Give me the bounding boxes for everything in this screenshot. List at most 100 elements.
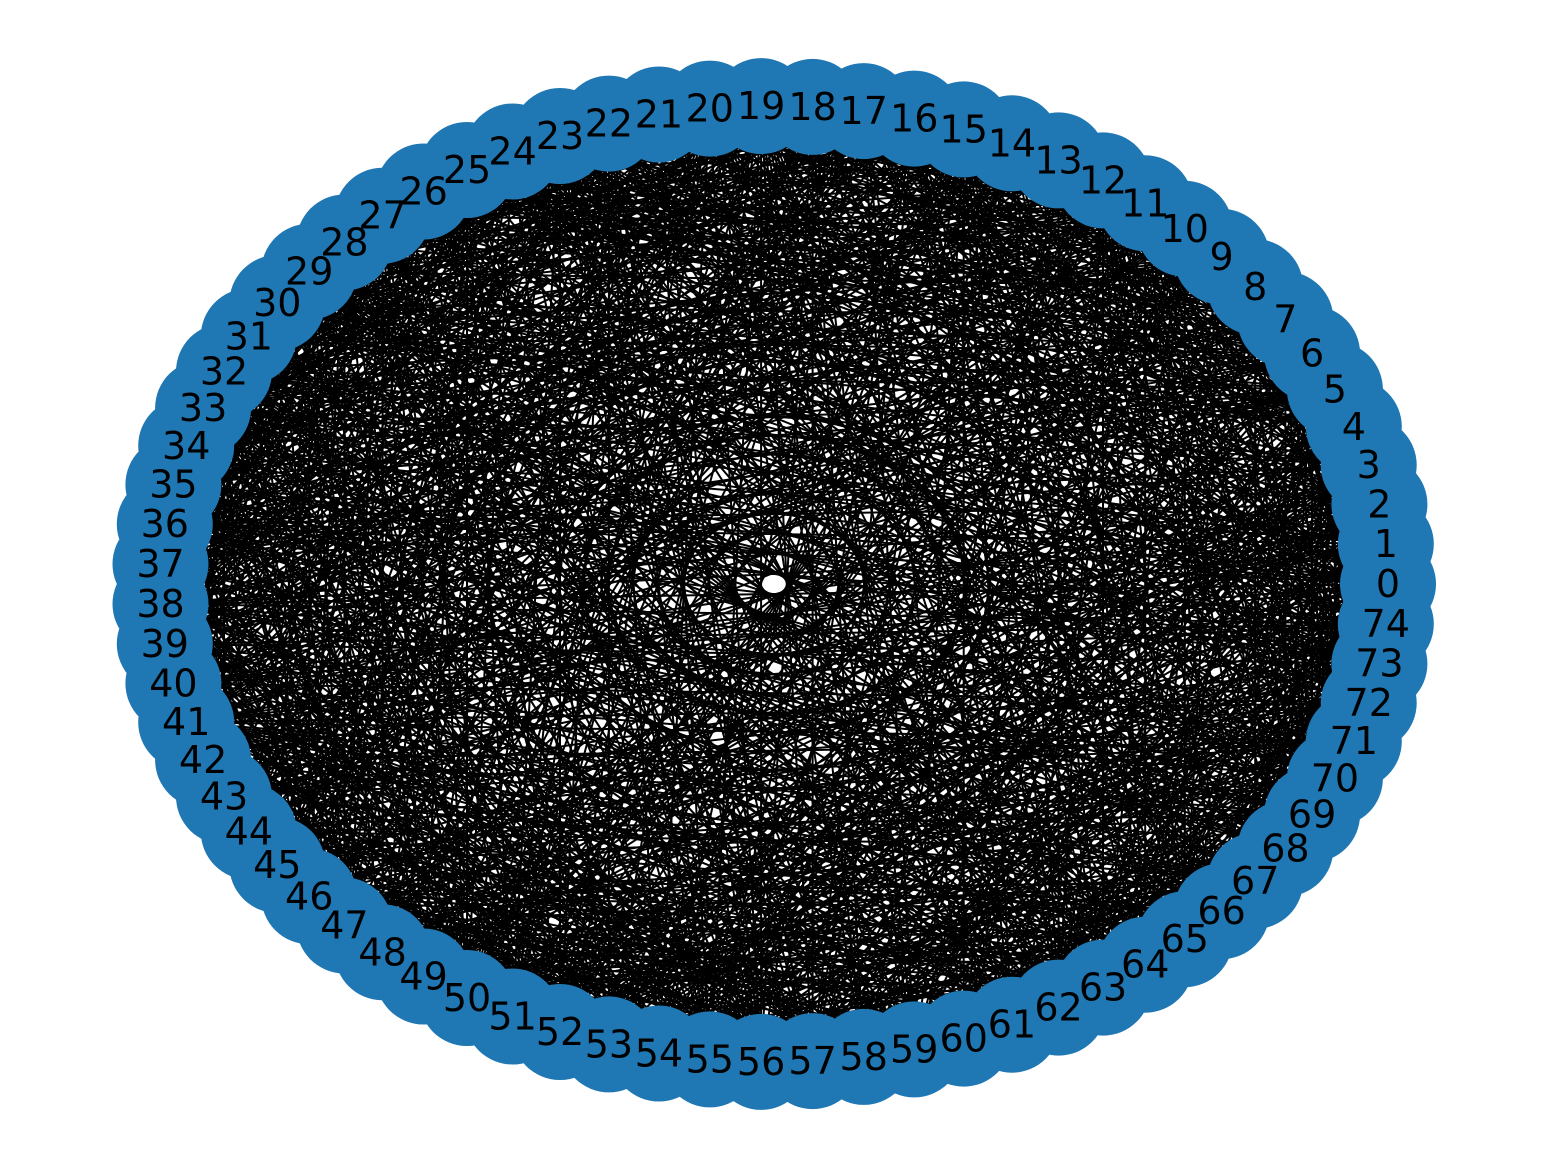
node-label-27: 27 bbox=[358, 194, 406, 238]
node-label-19: 19 bbox=[737, 84, 785, 128]
node-label-65: 65 bbox=[1161, 917, 1209, 961]
graph-edge bbox=[658, 623, 1387, 1055]
graph-edge bbox=[709, 662, 1380, 1061]
graph-edge bbox=[277, 179, 1104, 304]
graph-edge bbox=[512, 847, 1286, 1018]
graph-edge bbox=[608, 623, 1387, 1046]
graph-edge bbox=[186, 721, 1354, 743]
graph-edge bbox=[709, 107, 1370, 704]
graph-edge bbox=[760, 740, 1355, 1063]
graph-edge bbox=[160, 603, 1386, 625]
graph-edge bbox=[466, 662, 1380, 999]
node-label-7: 7 bbox=[1273, 298, 1297, 342]
graph-edge bbox=[223, 370, 1380, 665]
graph-edge bbox=[276, 302, 1380, 665]
node-label-66: 66 bbox=[1197, 889, 1245, 933]
node-label-33: 33 bbox=[179, 386, 227, 430]
graph-edge bbox=[202, 407, 711, 1061]
node-label-57: 57 bbox=[788, 1039, 836, 1083]
graph-edge bbox=[466, 169, 1387, 625]
graph-edge bbox=[466, 813, 1313, 999]
graph-edge bbox=[466, 169, 1380, 665]
node-label-36: 36 bbox=[141, 502, 189, 546]
node-label-61: 61 bbox=[988, 1003, 1036, 1047]
graph-edge bbox=[559, 135, 1387, 625]
node-label-44: 44 bbox=[225, 810, 273, 854]
graph-nodes: 0123456789101112131415161718192021222324… bbox=[112, 58, 1436, 1110]
node-label-17: 17 bbox=[840, 89, 888, 133]
graph-edge bbox=[186, 721, 1256, 882]
graph-edge bbox=[1011, 142, 1387, 625]
graph-node-74 bbox=[1337, 576, 1434, 672]
node-label-69: 69 bbox=[1288, 792, 1336, 836]
graph-edge bbox=[160, 603, 1186, 941]
graph-edge bbox=[811, 623, 1387, 1062]
graph-edge bbox=[308, 270, 1387, 625]
graph-edge bbox=[276, 128, 965, 866]
graph-edge bbox=[309, 895, 1013, 1026]
graph-edge bbox=[164, 623, 1386, 645]
graph-edge bbox=[913, 117, 1387, 625]
graph-edge bbox=[709, 107, 1387, 625]
graph-edge bbox=[466, 623, 1387, 999]
node-label-51: 51 bbox=[488, 995, 536, 1039]
node-label-15: 15 bbox=[940, 107, 988, 151]
graph-edge bbox=[308, 623, 1387, 898]
graph-edge bbox=[277, 302, 1387, 625]
graph-edge bbox=[223, 795, 965, 1040]
graph-edge bbox=[185, 444, 1060, 1009]
node-label-45: 45 bbox=[253, 843, 301, 887]
graph-edge bbox=[382, 214, 1387, 625]
node-label-48: 48 bbox=[358, 930, 406, 974]
graph-edge bbox=[511, 151, 865, 1058]
graph-edge bbox=[862, 111, 916, 1050]
graph-edge bbox=[185, 721, 1013, 1026]
node-label-25: 25 bbox=[443, 148, 491, 192]
node-label-46: 46 bbox=[285, 874, 333, 918]
node-label-42: 42 bbox=[179, 738, 227, 782]
node-label-18: 18 bbox=[788, 85, 836, 129]
node-label-67: 67 bbox=[1231, 859, 1279, 903]
node-label-49: 49 bbox=[399, 955, 447, 999]
graph-edge bbox=[862, 110, 1370, 704]
node-label-38: 38 bbox=[136, 582, 184, 626]
node-label-31: 31 bbox=[225, 314, 273, 358]
node-label-28: 28 bbox=[320, 221, 368, 265]
graph-edge bbox=[559, 135, 1380, 665]
node-label-74: 74 bbox=[1362, 602, 1410, 646]
node-label-70: 70 bbox=[1311, 756, 1359, 800]
node-label-52: 52 bbox=[536, 1010, 584, 1054]
graph-edge bbox=[709, 702, 1370, 1061]
graph-edge bbox=[658, 662, 1380, 1055]
graph-edge bbox=[172, 483, 1186, 941]
graph-edge bbox=[247, 191, 425, 832]
graph-edge bbox=[760, 105, 1013, 1025]
graph-edge bbox=[709, 623, 1387, 1061]
graph-edge bbox=[164, 523, 1386, 625]
node-label-24: 24 bbox=[488, 130, 536, 174]
graph-edge bbox=[186, 701, 1369, 724]
node-label-35: 35 bbox=[149, 463, 197, 507]
graph-edge bbox=[277, 864, 1104, 989]
graph-edge bbox=[202, 759, 1256, 882]
node-label-34: 34 bbox=[162, 424, 210, 468]
node-label-3: 3 bbox=[1357, 443, 1381, 487]
graph-edge bbox=[223, 623, 1386, 798]
graph-edge bbox=[962, 128, 1381, 665]
node-label-14: 14 bbox=[988, 121, 1036, 165]
node-label-5: 5 bbox=[1323, 368, 1347, 412]
node-label-21: 21 bbox=[635, 93, 683, 137]
graph-edge bbox=[382, 623, 1387, 954]
node-label-29: 29 bbox=[285, 250, 333, 294]
node-label-41: 41 bbox=[162, 700, 210, 744]
graph-edge bbox=[223, 795, 865, 1058]
node-label-10: 10 bbox=[1161, 207, 1209, 251]
node-label-20: 20 bbox=[686, 87, 734, 131]
node-label-39: 39 bbox=[141, 622, 189, 666]
node-label-54: 54 bbox=[635, 1032, 683, 1076]
node-label-37: 37 bbox=[136, 542, 184, 586]
graph-edge bbox=[466, 169, 561, 1033]
graph-edge bbox=[559, 740, 1355, 1033]
graph-edge bbox=[511, 151, 814, 1062]
